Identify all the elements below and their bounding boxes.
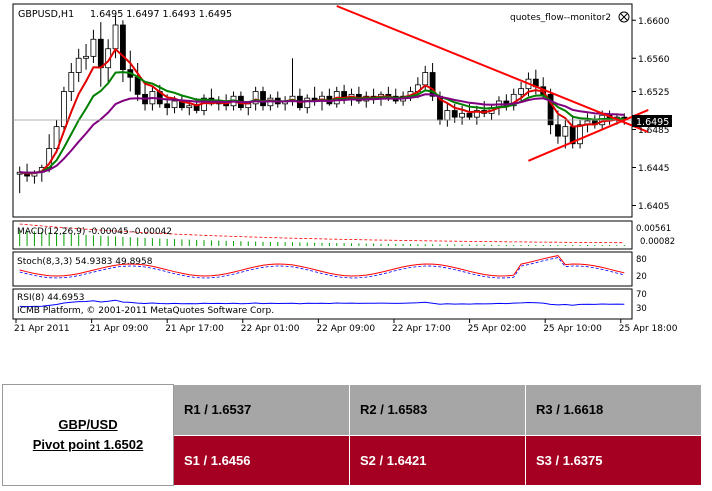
candle-body — [186, 105, 193, 109]
candle-body — [252, 91, 259, 105]
candle-body — [547, 93, 554, 126]
candle-body — [473, 110, 480, 118]
ohlc-header: 1.6495 1.6497 1.6493 1.6495 — [90, 9, 232, 20]
rsi-line — [19, 299, 625, 308]
main-price-panel — [12, 3, 633, 218]
trendline-2 — [528, 108, 649, 162]
stoch-label: Stoch(8,3,3) 54.9383 49.8958 — [17, 257, 153, 267]
macd-label: MACD(12,26,9) -0.00045 -0.00042 — [17, 227, 172, 237]
close-x-glyph — [620, 13, 628, 21]
macd-panel — [12, 220, 633, 250]
time-tick-label: 22 Apr 01:00 — [241, 324, 300, 334]
candle-body — [68, 72, 75, 92]
forex-chart: 1.6600 1.6560 1.6525 1.6485 1.6445 1.6405 21 … — [12, 3, 678, 334]
s2-cell: S2 / 1.6421 — [349, 434, 526, 486]
s3-cell: S3 / 1.6375 — [525, 434, 702, 486]
time-tick-label: 21 Apr 2011 — [14, 324, 70, 334]
time-tick-label: 21 Apr 09:00 — [90, 324, 149, 334]
candle-body — [120, 24, 126, 71]
price-tick-label: 1.6560 — [638, 55, 670, 65]
current-price-text: 1.6495 — [636, 117, 669, 128]
candle-body — [164, 103, 171, 109]
trendlines-layer — [13, 5, 649, 162]
stoch-tick-80: 80 — [636, 255, 647, 265]
candle-body — [134, 76, 141, 95]
candle-body — [518, 88, 524, 95]
candle-body — [444, 110, 451, 121]
pivot-table: GBP/USD Pivot point 1.6502 R1 / 1.6537 R… — [2, 384, 702, 486]
candle-body — [97, 38, 104, 69]
candle-body — [90, 38, 97, 57]
price-tick-label: 1.6445 — [638, 164, 670, 174]
time-tick-label: 21 Apr 17:00 — [165, 324, 224, 334]
r1-cell: R1 / 1.6537 — [173, 384, 350, 436]
price-tick-label: 1.6485 — [638, 126, 670, 136]
current-price-tag — [632, 115, 672, 127]
candle-body — [61, 91, 67, 128]
candle-body — [75, 57, 82, 73]
time-tick-label: 22 Apr 17:00 — [392, 324, 451, 334]
price-tick-label: 1.6525 — [638, 88, 670, 98]
ma-purple-line — [19, 93, 625, 174]
rsi-tick-70: 70 — [636, 290, 647, 300]
s1-cell: S1 / 1.6456 — [173, 434, 350, 486]
candle-body — [429, 72, 436, 97]
pair-cell: GBP/USD Pivot point 1.6502 — [2, 384, 174, 486]
price-tick-label: 1.6600 — [638, 17, 670, 27]
price-tick-label: 1.6405 — [638, 202, 670, 212]
stoch-main-line — [19, 255, 625, 277]
pair-name: GBP/USD — [58, 417, 118, 432]
time-tick-label: 22 Apr 09:00 — [316, 324, 375, 334]
rsi-panel — [12, 288, 633, 320]
candle-body — [459, 112, 465, 118]
time-tick-label: 25 Apr 02:00 — [468, 324, 527, 334]
stoch-panel — [12, 251, 633, 287]
stoch-signal-line — [19, 257, 625, 279]
candle-body — [422, 72, 429, 86]
r3-cell: R3 / 1.6618 — [525, 384, 702, 436]
macd-tick-top: 0.00561 — [636, 224, 671, 234]
candles-layer — [16, 15, 628, 194]
pivot-point: Pivot point 1.6502 — [32, 437, 144, 452]
candle-body — [260, 91, 266, 107]
symbol-header: GBPUSD,H1 — [18, 9, 74, 20]
macd-tick-bottom: 0.00082 — [640, 237, 675, 247]
time-tick-label: 25 Apr 10:00 — [543, 324, 602, 334]
indicator-label: quotes_flow--monitor2 — [510, 13, 611, 23]
macd-signal-line — [19, 223, 625, 244]
candle-body — [451, 110, 458, 118]
candle-body — [555, 124, 561, 137]
r2-cell: R2 / 1.6583 — [349, 384, 526, 436]
candle-body — [171, 100, 178, 109]
chart-svg: 1.6600 1.6560 1.6525 1.6485 1.6445 1.6405 21 … — [12, 3, 678, 334]
candle-body — [562, 126, 569, 137]
rsi-tick-30: 30 — [636, 304, 647, 314]
copyright-label: ICMB Platform, © 2001-2011 MetaQuotes So… — [17, 306, 274, 316]
price-axis-layer: 1.6600 1.6560 1.6525 1.6485 1.6445 1.6405 — [632, 17, 670, 212]
trendline-1 — [336, 5, 649, 134]
moving-averages-layer — [19, 47, 625, 175]
candle-body — [577, 124, 583, 145]
candle-body — [53, 126, 60, 149]
candle-body — [466, 112, 473, 118]
candle-body — [304, 97, 311, 109]
candle-body — [112, 24, 119, 50]
time-axis-layer: 21 Apr 2011 21 Apr 09:00 21 Apr 17:00 22 Ap… — [14, 319, 678, 334]
time-tick-label: 25 Apr 18:00 — [619, 324, 678, 334]
candle-body — [83, 55, 89, 59]
stoch-tick-20: 20 — [636, 272, 647, 282]
indicator-panels-layer — [19, 223, 625, 308]
rsi-label: RSI(8) 44.6953 — [17, 293, 84, 303]
